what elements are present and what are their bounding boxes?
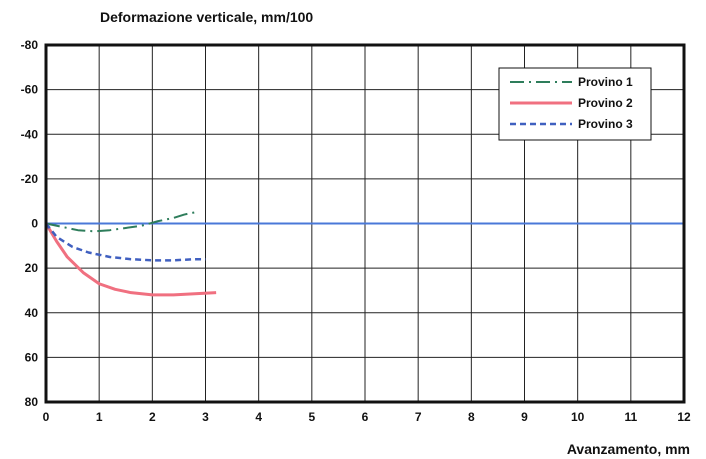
x-tick-label-9: 9 — [521, 410, 528, 424]
legend: Provino 1 Provino 2 Provino 3 — [498, 67, 652, 141]
x-tick-label-8: 8 — [468, 410, 475, 424]
plot-frame — [44, 43, 686, 404]
series-line-3 — [45, 222, 206, 262]
y-tick-label-2: -40 — [21, 127, 39, 141]
series-line-1 — [45, 211, 196, 233]
y-tick-label-5: 20 — [25, 261, 39, 275]
y-tick-label-7: 60 — [25, 350, 39, 364]
legend-label-2: Provino 2 — [578, 96, 633, 110]
x-tick-label-2: 2 — [149, 410, 156, 424]
x-tick-label-1: 1 — [96, 410, 103, 424]
y-tick-label-1: -60 — [21, 83, 39, 97]
y-axis-title: Deformazione verticale, mm/100 — [100, 9, 313, 25]
x-tick-label-7: 7 — [415, 410, 422, 424]
x-tick-label-4: 4 — [255, 410, 262, 424]
x-tick-label-5: 5 — [308, 410, 315, 424]
x-tick-label-10: 10 — [571, 410, 585, 424]
x-axis-title: Avanzamento, mm — [567, 441, 690, 457]
y-tick-label-8: 80 — [25, 395, 39, 409]
legend-label-1: Provino 1 — [578, 75, 633, 89]
y-tick-label-4: 0 — [31, 217, 38, 231]
x-tick-label-6: 6 — [362, 410, 369, 424]
y-tick-label-0: -80 — [21, 38, 39, 52]
y-tick-label-6: 40 — [25, 306, 39, 320]
x-tick-labels: 0 1 2 3 4 5 6 7 8 9 10 11 12 — [43, 410, 691, 424]
series-line-2 — [44, 222, 217, 297]
y-tick-label-3: -20 — [21, 172, 39, 186]
x-tick-label-3: 3 — [202, 410, 209, 424]
y-tick-labels: -80 -60 -40 -20 0 20 40 60 80 — [21, 38, 39, 409]
series-group — [44, 211, 217, 297]
x-tick-label-11: 11 — [624, 410, 637, 424]
legend-label-3: Provino 3 — [578, 117, 633, 131]
x-tick-label-12: 12 — [677, 410, 691, 424]
x-tick-label-0: 0 — [43, 410, 50, 424]
